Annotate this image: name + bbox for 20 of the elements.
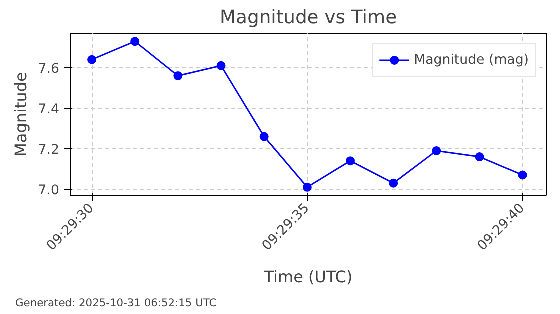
y-tick-label: 7.4 [38,102,60,118]
y-tick-label: 7.2 [38,142,60,158]
text: Generated: 2025-10-31 06:52:15 UTC [16,296,217,310]
point [346,156,355,166]
point [88,55,97,64]
point [302,182,312,192]
y-tick-label: 7.6 [38,62,60,77]
y-axis-title: Magnitude [11,72,30,157]
y-tick-label: 7.0 [38,183,60,198]
chart-title: Magnitude vs Time [220,8,398,28]
x-axis-title: Time (UTC) [263,267,353,286]
point [389,178,398,188]
point [130,37,140,46]
point [432,146,442,156]
point [260,132,269,142]
legend-label: Magnitude (mag) [414,52,529,68]
point [216,61,226,70]
point [518,170,528,180]
point [174,72,183,81]
point [475,152,484,162]
